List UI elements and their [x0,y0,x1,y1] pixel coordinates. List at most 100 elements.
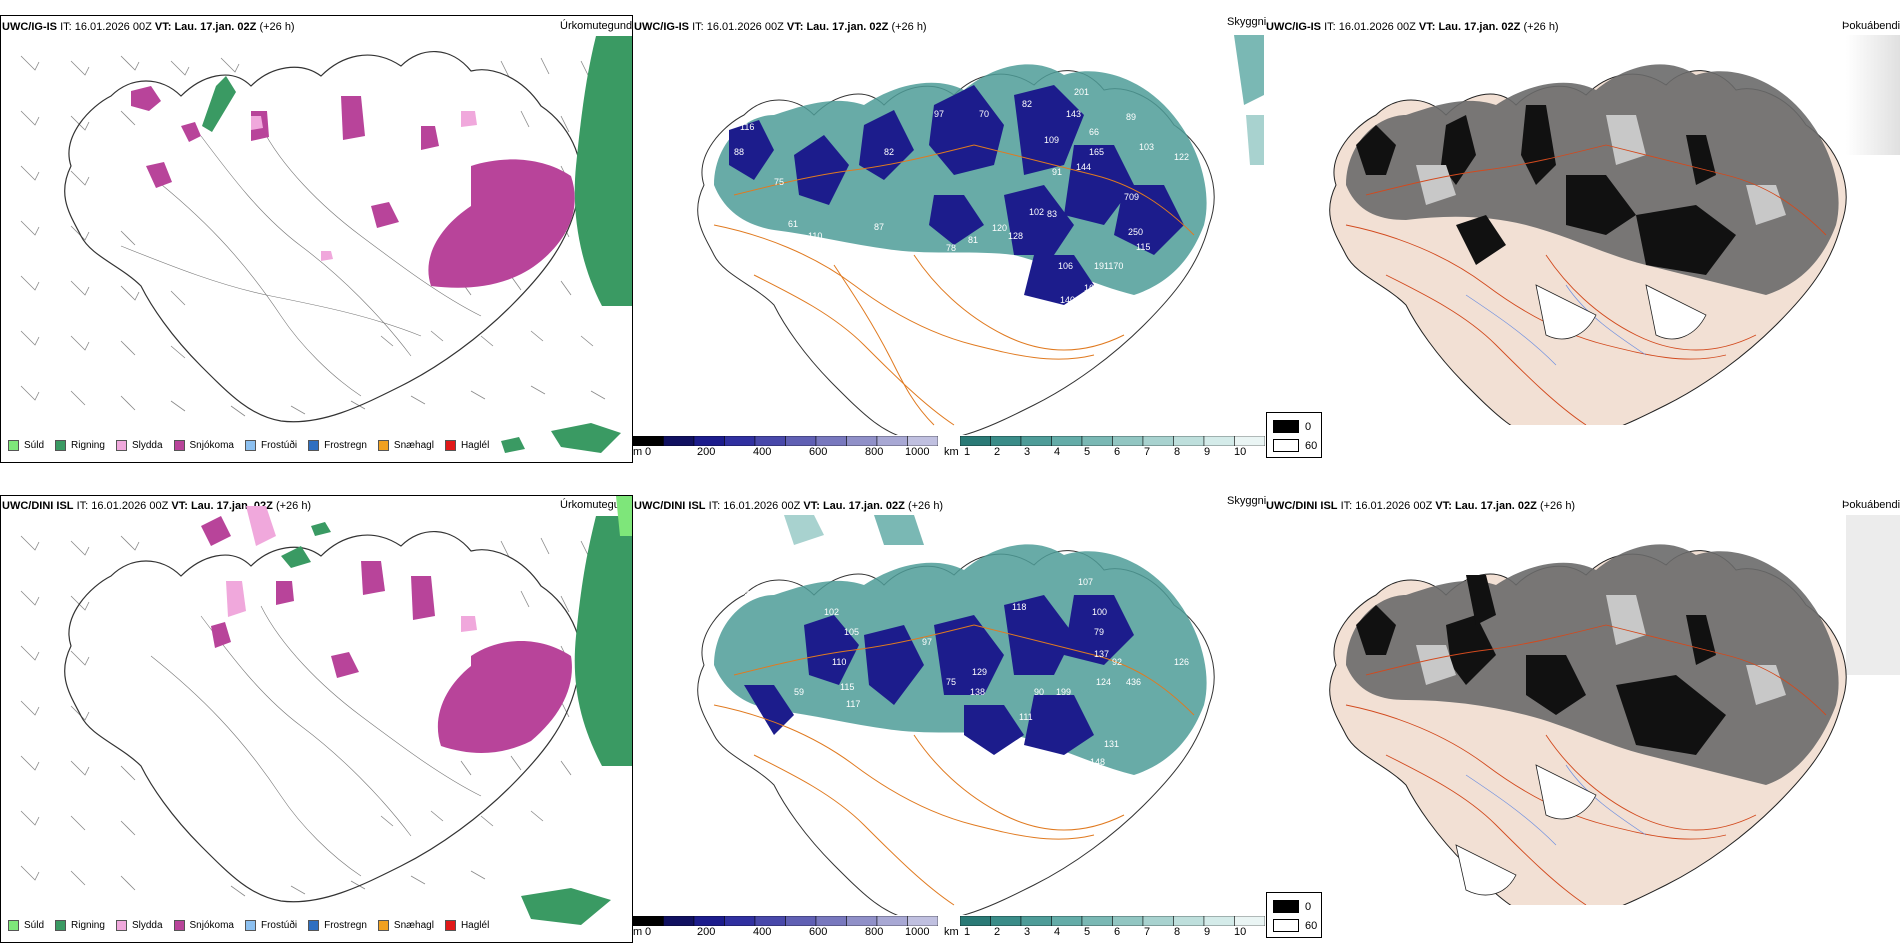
row1-model: UWC/IG-IS [2,21,57,33]
ceiling-label: 140 [1060,295,1075,305]
colorbar-segment [785,916,817,926]
fog-area [1846,515,1900,675]
legend-item: Frostúði [244,920,297,931]
ceiling-label: 75 [774,177,784,187]
field-precip-type-1: Úrkomutegund [560,20,633,32]
colorbar-segment [907,436,938,446]
vis-area [784,515,824,545]
colorbar-segment [1142,436,1174,446]
colorbar-segment [876,436,908,446]
rivers [1465,284,1647,366]
ceiling-label: 162 [1034,757,1049,767]
ceiling-label: 78 [946,243,956,253]
dense-fog-areas [1356,105,1736,275]
colorbar-segment [846,436,878,446]
colorbar-segment [1020,436,1052,446]
visibility-colorbar-bottom [960,916,1265,926]
row1-header-2: UWC/IG-IS IT: 16.01.2026 00Z VT: Lau. 17… [634,21,927,33]
ceiling-label: 97 [922,637,932,647]
visibility-colorbar-top [960,436,1265,446]
ceiling-label: 102 [1029,207,1044,217]
ceiling-label: 131 [1104,739,1119,749]
legend-item: Súld [8,440,44,451]
legend-swatch [115,920,127,931]
legend-item: Frostregn [308,440,367,451]
glacier [1455,844,1517,896]
legend-item: Snjókoma [173,920,234,931]
ceiling-label: 126 [1174,657,1189,667]
rain-areas [281,516,632,925]
legend-item: Frostregn [308,920,367,931]
ceiling-label: 97 [934,109,944,119]
field-fog-index-2: Þokuábendi [1842,499,1900,511]
ceiling-label: 144 [1076,162,1091,172]
legend-swatch [115,440,127,451]
ceiling-label: 85 [1020,263,1030,273]
row1-it: 16.01.2026 00Z [74,21,152,33]
precip-map-top [0,15,633,463]
colorbar-segment [633,916,664,926]
row1-vt: Lau. 17.jan. 02Z [174,21,257,33]
rain-areas [202,36,632,453]
ceiling-label: 143 [1066,109,1081,119]
ceiling-label: 169 [1084,283,1099,293]
ceiling-label: 709 [1124,192,1139,202]
colorbar-segment [754,436,786,446]
legend-item: Rigning [55,920,105,931]
ceiling-label: 129 [734,587,749,597]
legend-swatch [308,440,320,451]
colorbar-segment [754,916,786,926]
glacier [1535,284,1597,340]
colorbar-segment [1051,436,1083,446]
road-network [713,624,1195,906]
sleet-areas [226,506,477,632]
fog-legend-swatch-0 [1273,420,1299,433]
legend-item: Slydda [115,920,163,931]
fog-legend-swatch-60 [1273,919,1299,932]
ceiling-label: 116 [740,122,754,132]
fog-map-bottom [1266,515,1900,905]
colorbar-segment [663,916,695,926]
sleet-areas [251,111,477,261]
ceiling-areas [729,85,1184,305]
ceiling-label: 59 [794,687,804,697]
visibility-scale-labels-bottom: km 1 2 3 4 5 6 7 8 9 10 [944,926,1247,938]
row2-header-3: UWC/DINI ISL IT: 16.01.2026 00Z VT: Lau.… [1266,500,1576,512]
colorbar-segment [1020,916,1052,926]
ceiling-label: 118 [1012,602,1026,612]
interior-lines [150,605,482,877]
ceiling-label: 201 [1074,87,1089,97]
ceiling-label: 79 [1094,627,1104,637]
fog-legend-bottom: 0 60 [1266,892,1322,938]
colorbar-segment [1142,916,1174,926]
ceiling-label: 82 [1022,99,1032,109]
ceiling-labels: 112 116 88 75 82 87 97 70 82 201 143 66 … [734,87,1189,305]
ceiling-label: 110 [808,231,822,241]
legend-item: Frostúði [244,440,297,451]
colorbar-segment [876,916,908,926]
legend-swatch [8,440,19,451]
snow-areas [131,86,575,288]
ceiling-label: 128 [738,562,753,572]
ceiling-label: 92 [1112,657,1122,667]
ceiling-label: 88 [734,147,744,157]
precip-map-bottom [0,495,633,943]
legend-swatch [244,920,256,931]
legend-swatch [444,440,456,451]
legend-item: Slydda [115,440,163,451]
legend-item: Snjókoma [173,440,234,451]
field-visibility-1: Skyggni [1227,16,1267,28]
legend-swatch [173,920,185,931]
fog-legend-swatch-60 [1273,439,1299,452]
road-network [1345,624,1827,905]
glacier [1645,284,1707,340]
rivers [1465,764,1647,846]
ceiling-label: 115 [1136,242,1150,252]
colorbar-segment [990,916,1022,926]
ceiling-label: 112 [734,92,748,102]
ceiling-label: 103 [1139,142,1154,152]
row1-header: UWC/IG-IS IT: 16.01.2026 00Z VT: Lau. 17… [2,21,295,33]
precip-legend-top: Súld Rigning Slydda Snjókoma Frostúði Fr… [8,440,500,451]
ceiling-label: 87 [874,222,884,232]
colorbar-segment [960,436,991,446]
